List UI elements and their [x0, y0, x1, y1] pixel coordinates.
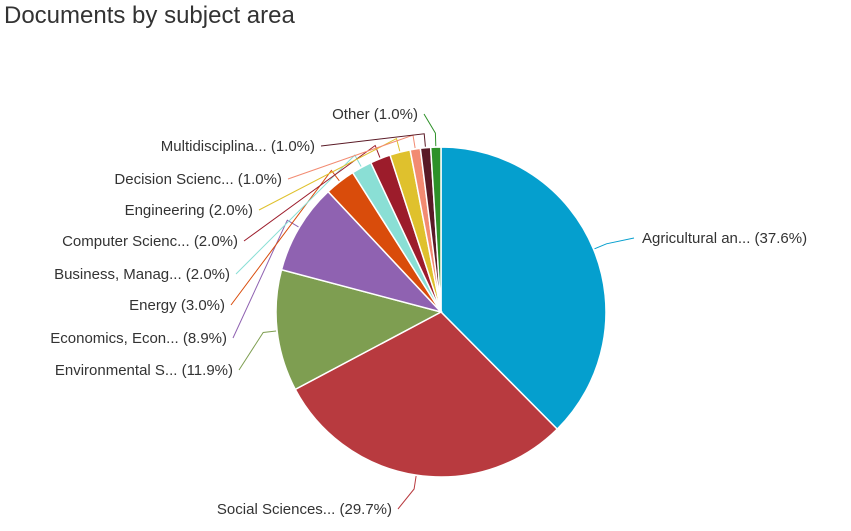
slice-label-decision-scienc: Decision Scienc... (1.0%): [114, 171, 282, 188]
slice-label-other: Other (1.0%): [332, 106, 418, 123]
leader-line-agricultural-an: [594, 237, 635, 250]
slice-label-environmental-s: Environmental S... (11.9%): [55, 362, 233, 379]
leader-line-multidisciplina: [320, 133, 426, 147]
leader-line-social-sciences: [397, 476, 417, 510]
slice-label-social-sciences: Social Sciences... (29.7%): [217, 501, 392, 518]
slice-label-computer-scienc: Computer Scienc... (2.0%): [62, 233, 238, 250]
leader-line-economics-econ: [232, 219, 299, 339]
slice-label-energy: Energy (3.0%): [129, 297, 225, 314]
slice-label-engineering: Engineering (2.0%): [125, 202, 253, 219]
slice-label-multidisciplina: Multidisciplina... (1.0%): [161, 138, 315, 155]
leader-line-energy: [230, 169, 340, 306]
slice-label-economics-econ: Economics, Econ... (8.9%): [50, 330, 227, 347]
pie-slice-economics-econ[interactable]: [280, 190, 444, 314]
slice-label-business-manag: Business, Manag... (2.0%): [54, 266, 230, 283]
pie-slice-environmental-s[interactable]: [275, 268, 444, 391]
chart-title: Documents by subject area: [4, 2, 295, 29]
leader-line-computer-scienc: [243, 144, 381, 242]
slice-label-agricultural-an: Agricultural an... (37.6%): [642, 230, 807, 247]
leader-line-environmental-s: [238, 330, 277, 371]
pie-slice-agricultural-an[interactable]: [440, 146, 607, 431]
leader-line-engineering: [258, 137, 401, 211]
pie-slice-other[interactable]: [429, 146, 442, 313]
pie-slice-social-sciences[interactable]: [294, 311, 559, 478]
leader-line-other: [423, 113, 437, 147]
